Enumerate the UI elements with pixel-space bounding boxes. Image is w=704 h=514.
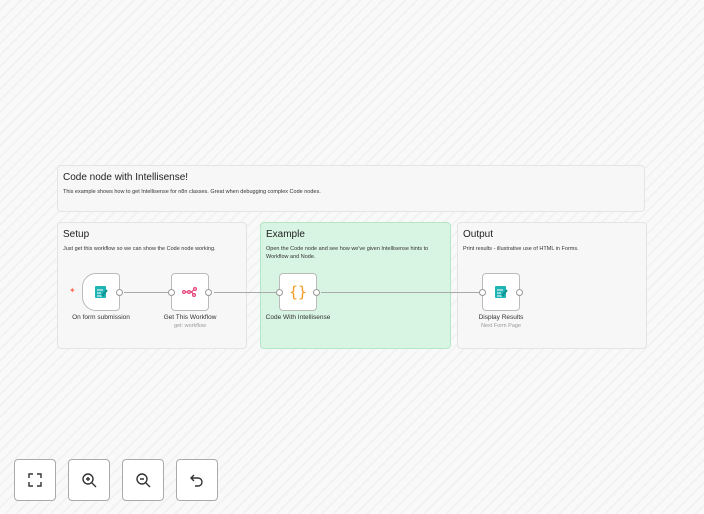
- output-handle[interactable]: [116, 289, 123, 296]
- node-label: Code With Intellisense: [265, 314, 331, 321]
- section-title: Example: [266, 229, 305, 240]
- input-handle[interactable]: [168, 289, 175, 296]
- node-get-this-workflow[interactable]: [168, 273, 212, 311]
- output-handle[interactable]: [205, 289, 212, 296]
- fit-view-button[interactable]: [14, 459, 56, 501]
- reset-zoom-button[interactable]: [176, 459, 218, 501]
- connection[interactable]: [214, 292, 276, 293]
- section-title: Setup: [63, 229, 90, 240]
- node-subtitle: Next Form Page: [480, 323, 522, 329]
- zoom-in-icon: [82, 473, 97, 488]
- section-text: Just get this workflow so we can show th…: [63, 246, 216, 252]
- header-sticky-note[interactable]: Code node with Intellisense! This exampl…: [57, 165, 645, 212]
- input-handle[interactable]: [276, 289, 283, 296]
- form-icon: [495, 286, 508, 298]
- connection[interactable]: [321, 292, 479, 293]
- fullscreen-icon: [28, 473, 42, 487]
- section-title: Output: [463, 229, 494, 240]
- note-title: Code node with Intellisense!: [63, 172, 189, 183]
- output-handle[interactable]: [516, 289, 523, 296]
- zoom-in-button[interactable]: [68, 459, 110, 501]
- node-label: Get This Workflow: [163, 314, 217, 321]
- node-display-results[interactable]: [479, 273, 523, 311]
- node-label: Display Results: [478, 314, 524, 321]
- trigger-bolt-icon: ✦: [69, 286, 76, 295]
- note-text: This example shows how to get Intellisen…: [63, 189, 321, 195]
- undo-icon: [190, 474, 203, 487]
- zoom-out-icon: [136, 473, 151, 488]
- section-text: Open the Code node and see how we've giv…: [266, 246, 429, 261]
- code-braces-icon: {}: [288, 283, 308, 301]
- node-label: On form submission: [72, 314, 130, 321]
- node-subtitle: get: workflow: [173, 323, 207, 329]
- n8n-icon: [182, 287, 198, 297]
- form-icon: [95, 286, 108, 298]
- output-handle[interactable]: [313, 289, 320, 296]
- connection[interactable]: [124, 292, 168, 293]
- node-code-with-intellisense[interactable]: {}: [276, 273, 320, 311]
- zoom-out-button[interactable]: [122, 459, 164, 501]
- input-handle[interactable]: [479, 289, 486, 296]
- section-text: Print results - illustrative use of HTML…: [463, 246, 579, 252]
- node-on-form-submission[interactable]: [82, 273, 123, 311]
- output-sticky-note[interactable]: Output Print results - illustrative use …: [457, 222, 647, 349]
